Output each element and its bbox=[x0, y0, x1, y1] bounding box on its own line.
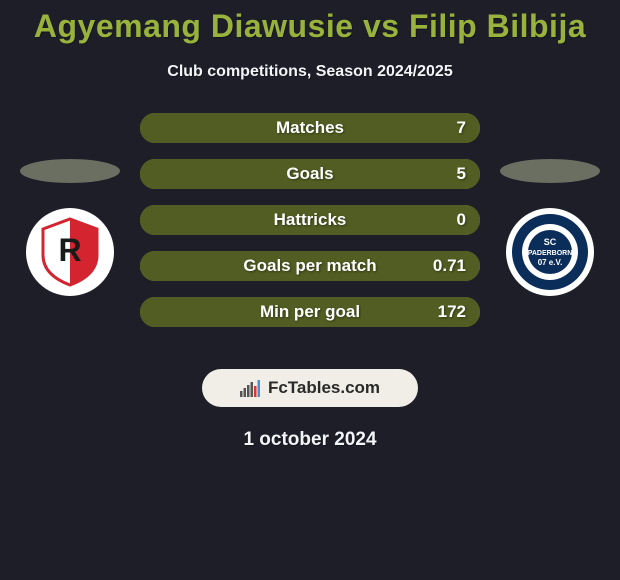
bar-chart-icon bbox=[240, 379, 262, 397]
stat-label: Min per goal bbox=[140, 302, 480, 322]
date-text: 1 october 2024 bbox=[0, 429, 620, 451]
right-team-logo: SC PADERBORN 07 e.V. bbox=[505, 207, 595, 297]
stat-value: 5 bbox=[457, 164, 466, 184]
left-team-logo: R bbox=[25, 207, 115, 297]
stat-label: Matches bbox=[140, 118, 480, 138]
fctables-badge[interactable]: FcTables.com bbox=[202, 369, 418, 407]
right-player-oval bbox=[500, 159, 600, 183]
stats-column: Matches 7 Goals 5 Hattricks 0 Goals per … bbox=[130, 113, 490, 343]
svg-text:07 e.V.: 07 e.V. bbox=[538, 258, 563, 267]
left-player-oval bbox=[20, 159, 120, 183]
stat-label: Goals bbox=[140, 164, 480, 184]
comparison-container: Agyemang Diawusie vs Filip Bilbija Club … bbox=[0, 0, 620, 580]
stat-bar-hattricks: Hattricks 0 bbox=[140, 205, 480, 235]
content-row: R Matches 7 Goals 5 Hattricks 0 bbox=[0, 113, 620, 343]
svg-text:PADERBORN: PADERBORN bbox=[528, 250, 573, 257]
stat-value: 0.71 bbox=[433, 256, 466, 276]
page-title: Agyemang Diawusie vs Filip Bilbija bbox=[0, 8, 620, 45]
fctables-text: FcTables.com bbox=[268, 378, 380, 398]
left-column: R bbox=[10, 159, 130, 297]
stat-value: 0 bbox=[457, 210, 466, 230]
svg-text:SC: SC bbox=[544, 237, 557, 247]
stat-label: Goals per match bbox=[140, 256, 480, 276]
svg-text:R: R bbox=[58, 232, 81, 268]
page-subtitle: Club competitions, Season 2024/2025 bbox=[0, 63, 620, 81]
stat-bar-matches: Matches 7 bbox=[140, 113, 480, 143]
stat-value: 172 bbox=[438, 302, 466, 322]
stat-bar-mpg: Min per goal 172 bbox=[140, 297, 480, 327]
stat-bar-gpm: Goals per match 0.71 bbox=[140, 251, 480, 281]
stat-value: 7 bbox=[457, 118, 466, 138]
stat-bar-goals: Goals 5 bbox=[140, 159, 480, 189]
right-column: SC PADERBORN 07 e.V. bbox=[490, 159, 610, 297]
stat-label: Hattricks bbox=[140, 210, 480, 230]
